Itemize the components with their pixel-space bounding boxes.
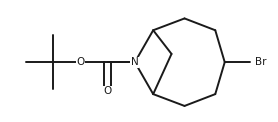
Text: O: O [103,86,112,96]
Text: N: N [131,57,139,67]
Text: O: O [76,57,85,67]
Text: Br: Br [255,57,267,67]
